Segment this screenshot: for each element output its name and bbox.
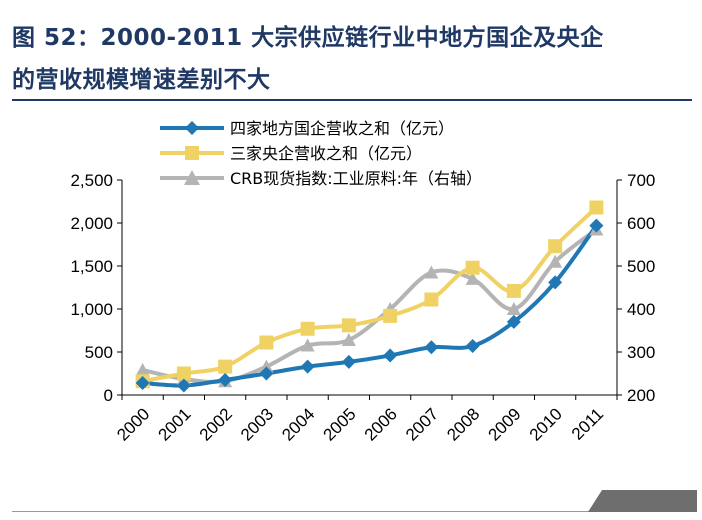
y-right-tick-label: 700: [627, 171, 655, 190]
chart-axes: 0 500 1,000 1,500 2,000 2,500 200 300 400 500 600 7…: [70, 171, 655, 445]
series-3-point: [548, 254, 563, 268]
series-2-point: [300, 321, 315, 336]
series-3-point: [506, 302, 521, 315]
series-1-point: [300, 359, 315, 374]
watermark-bar: [602, 490, 697, 512]
chart-title-line-2: 的营收规模增速差别不大: [12, 67, 271, 93]
x-tick-label: 2008: [443, 404, 483, 444]
y-left-tick-label: 0: [104, 386, 113, 405]
legend-label: CRB现货指数:工业原料:年（右轴）: [230, 169, 482, 188]
x-tick-label: 2003: [237, 404, 277, 444]
series-2-point: [259, 335, 274, 350]
series-2-point: [218, 359, 233, 374]
chart-series-markers: [135, 200, 604, 393]
legend-label: 三家央企营收之和（亿元）: [230, 144, 422, 163]
y-right-tick-label: 200: [627, 386, 655, 405]
x-tick-label: 2010: [526, 404, 566, 444]
legend-item-2: 三家央企营收之和（亿元）: [160, 144, 422, 163]
footer-divider: [12, 511, 692, 512]
series-1-point: [506, 314, 521, 329]
series-2-point: [465, 260, 480, 275]
y-right-tick-label: 600: [627, 214, 655, 233]
series-2-point: [341, 318, 356, 333]
x-tick-label: 2007: [402, 404, 442, 444]
series-1-point: [465, 338, 480, 353]
series-3-point: [341, 332, 356, 346]
y-left-tick-label: 2,000: [70, 214, 113, 233]
x-tick-label: 2011: [568, 404, 607, 443]
y-right-tick-label: 300: [627, 343, 655, 362]
y-right-tick-label: 500: [627, 257, 655, 276]
series-1-point: [589, 218, 604, 233]
y-left-tick-label: 2,500: [70, 171, 113, 190]
x-tick-label: 2006: [361, 404, 401, 444]
x-tick-label: 2002: [196, 404, 236, 444]
series-3-point: [135, 363, 150, 377]
legend-item-1: 四家地方国企营收之和（亿元）: [160, 119, 454, 138]
series-1-point: [218, 372, 233, 387]
x-tick-label: 2001: [155, 404, 195, 444]
series-3-point: [465, 271, 480, 285]
series-3-point: [424, 265, 439, 279]
legend-marker: [184, 170, 200, 185]
y-left-tick-label: 1,500: [70, 257, 113, 276]
series-1-point: [259, 366, 274, 381]
legend-marker: [185, 146, 199, 160]
title-divider: [12, 99, 692, 101]
series-2-point: [383, 308, 398, 323]
series-1-point: [135, 375, 150, 390]
watermark-corner: [588, 490, 602, 512]
legend-marker: [185, 121, 199, 135]
series-line-1: [140, 223, 599, 388]
chart-legend: 四家地方国企营收之和（亿元） 三家央企营收之和（亿元） CRB现货指数:工业原料:年…: [160, 119, 482, 188]
x-tick-label: 2000: [113, 404, 153, 444]
series-2-point: [548, 239, 563, 254]
series-1-point: [383, 348, 398, 363]
series-2-point: [176, 366, 191, 381]
series-2-point: [589, 200, 604, 215]
series-1-point: [341, 354, 356, 369]
title-block: 图 52：2000-2011 大宗供应链行业中地方国企及央企 的营收规模增速差别…: [0, 0, 702, 102]
chart-title-line-1: 图 52：2000-2011 大宗供应链行业中地方国企及央企: [12, 25, 604, 51]
x-tick-label: 2004: [278, 404, 318, 444]
y-left-tick-label: 500: [85, 343, 113, 362]
series-1-point: [548, 275, 563, 290]
y-right-tick-label: 400: [627, 300, 655, 319]
legend-label: 四家地方国企营收之和（亿元）: [230, 119, 454, 138]
series-3-point: [259, 359, 274, 373]
chart-series-lines: [140, 205, 599, 388]
x-tick-label: 2009: [485, 404, 525, 444]
series-1-point: [176, 378, 191, 393]
series-2-point: [506, 283, 521, 298]
series-3-point: [300, 338, 315, 352]
x-tick-label: 2005: [320, 404, 360, 444]
y-left-tick-label: 1,000: [70, 300, 113, 319]
legend-item-3: CRB现货指数:工业原料:年（右轴）: [160, 169, 482, 188]
series-2-point: [424, 292, 439, 307]
series-1-point: [424, 340, 439, 355]
